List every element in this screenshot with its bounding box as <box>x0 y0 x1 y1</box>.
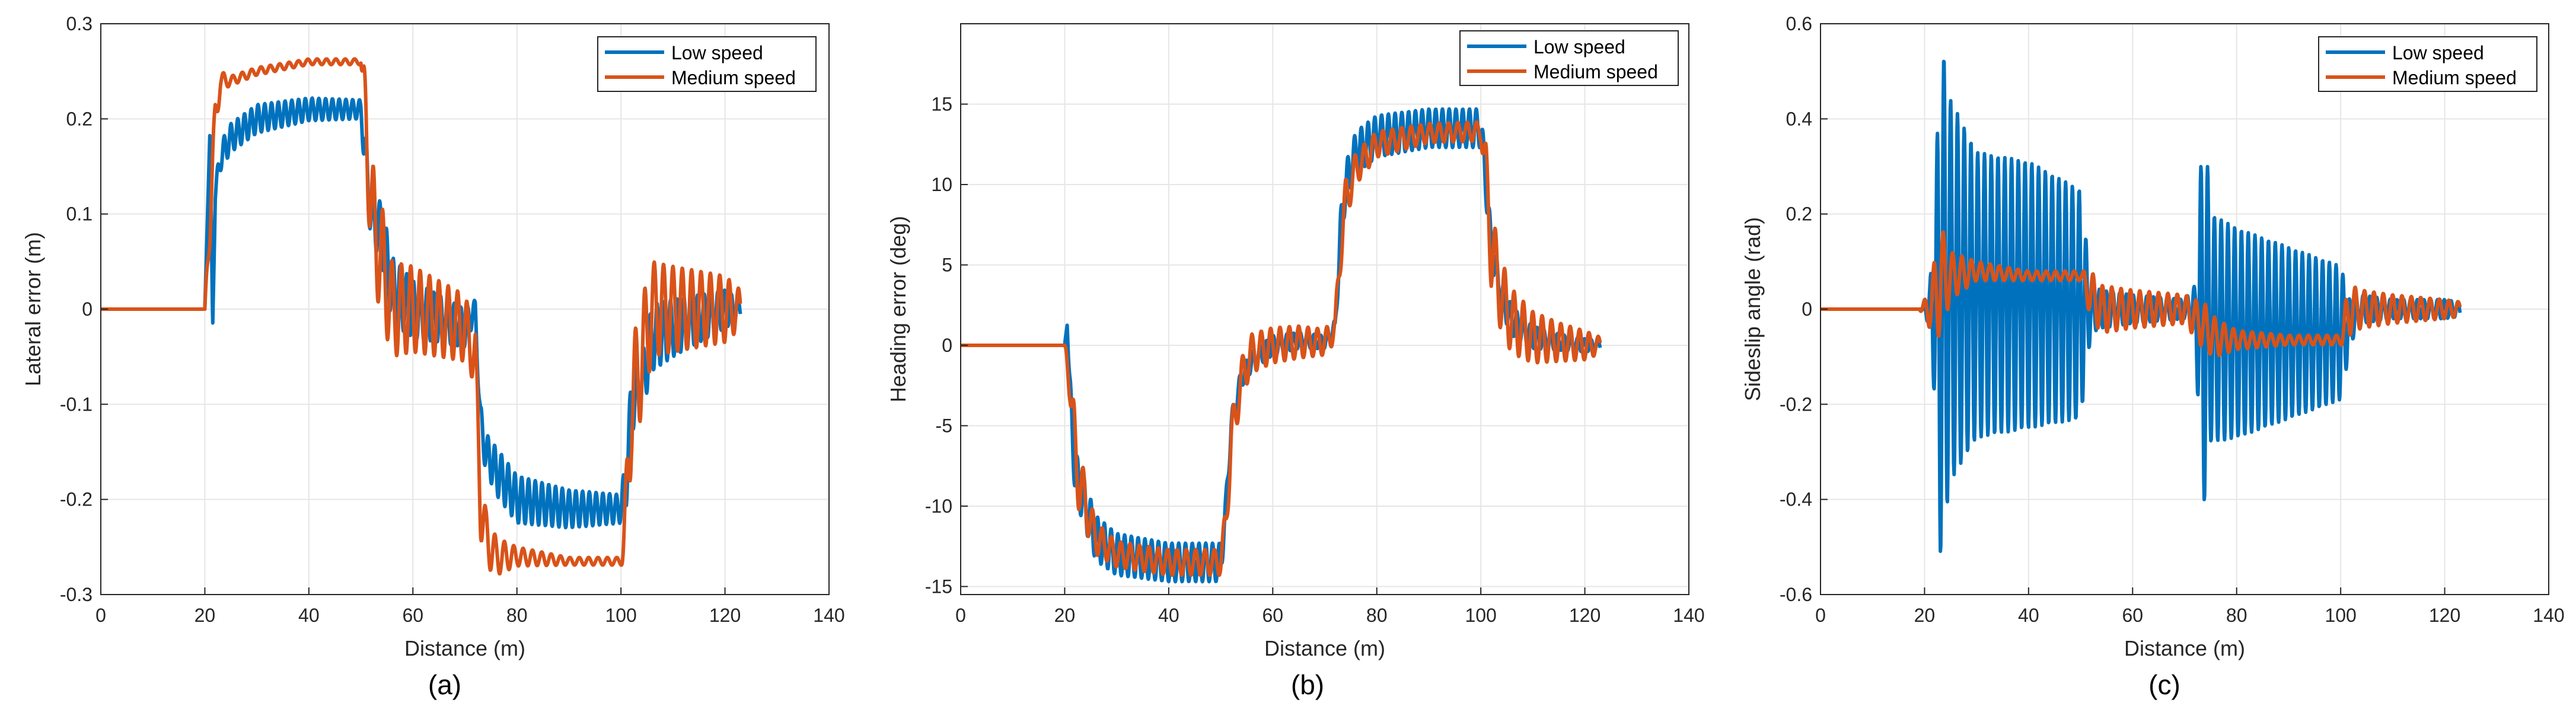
legend-label-low-a: Low speed <box>671 42 763 63</box>
x-tick-label: 60 <box>1262 605 1283 626</box>
y-tick-label: 0.4 <box>1786 108 1812 129</box>
y-tick-label: 15 <box>931 93 952 115</box>
series-b <box>961 107 1602 584</box>
y-tick-label: 0 <box>82 298 93 320</box>
x-tick-label: 60 <box>2122 605 2143 626</box>
plot-frame-b <box>960 23 1689 595</box>
y-tick-label: -0.2 <box>60 489 93 510</box>
caption-a: (a) <box>428 669 461 700</box>
x-tick-label: 80 <box>506 605 528 626</box>
y-axis-label-a: Lateral error (m) <box>21 232 45 386</box>
x-tick-label: 80 <box>1366 605 1388 626</box>
x-tick-label: 0 <box>95 605 106 626</box>
y-tick-label: -10 <box>925 495 952 517</box>
y-axis-label-c: Sideslip angle (rad) <box>1740 217 1765 401</box>
x-tick-label: 140 <box>2533 605 2564 626</box>
legend-c: Low speed Medium speed <box>2318 36 2537 92</box>
legend-b: Low speed Medium speed <box>1459 30 1679 86</box>
y-axis-label-b: Heading error (deg) <box>886 216 910 402</box>
series-line-medium-a <box>101 57 742 576</box>
x-tick-label: 120 <box>2429 605 2460 626</box>
y-tick-label: 0 <box>942 335 952 356</box>
series-line-medium-c <box>1821 230 2462 357</box>
x-tick-label: 20 <box>1054 605 1076 626</box>
x-tick-label: 40 <box>2018 605 2039 626</box>
x-tick-label: 40 <box>1158 605 1179 626</box>
legend-box-c <box>2318 36 2537 92</box>
series-line-medium-b <box>961 120 1602 577</box>
y-tick-label: -15 <box>925 576 952 597</box>
legend-box-a <box>597 36 817 92</box>
y-tick-label: -5 <box>936 415 952 436</box>
x-tick-label: 140 <box>813 605 844 626</box>
legend-a: Low speed Medium speed <box>597 36 817 92</box>
x-tick-label: 100 <box>2325 605 2356 626</box>
series-c <box>1821 59 2462 553</box>
y-tick-label: 0.2 <box>66 108 93 129</box>
y-tick-label: 0.1 <box>66 204 93 225</box>
legend-label-medium-a: Medium speed <box>671 67 796 88</box>
x-tick-label: 0 <box>955 605 966 626</box>
ticks-b: 0 20 40 60 80 100 120 140 -15 -10 -5 0 5 10 15 <box>925 93 1705 626</box>
y-tick-label: -0.6 <box>1780 584 1812 605</box>
x-tick-label: 120 <box>1569 605 1601 626</box>
x-axis-label-b: Distance (m) <box>1264 636 1385 660</box>
y-tick-label: 0.3 <box>66 13 93 34</box>
x-tick-label: 60 <box>402 605 423 626</box>
x-tick-label: 120 <box>709 605 741 626</box>
grid-b <box>960 24 1689 595</box>
x-tick-label: 100 <box>1465 605 1496 626</box>
x-axis-label-a: Distance (m) <box>404 636 525 660</box>
x-tick-label: 140 <box>1673 605 1704 626</box>
legend-label-low-c: Low speed <box>2392 42 2484 63</box>
y-tick-label: 0 <box>1802 298 1812 320</box>
caption-c: (c) <box>2148 669 2180 700</box>
x-tick-label: 40 <box>298 605 320 626</box>
ticks-a: 0 20 40 60 80 100 120 140 -0.3 -0.2 -0.1 0 0.1 0.2 0.3 <box>60 13 845 626</box>
x-tick-label: 20 <box>195 605 216 626</box>
chart-panel-a: 0 20 40 60 80 100 120 140 -0.3 -0.2 -0.1 0 0.1 0.2 0.3… <box>21 13 845 700</box>
y-tick-label: 10 <box>931 174 952 195</box>
y-tick-label: 5 <box>942 254 952 275</box>
y-tick-label: -0.2 <box>1780 393 1812 415</box>
chart-panel-b: 0 20 40 60 80 100 120 140 -15 -10 -5 0 5 10 15 Distanc… <box>886 23 1705 700</box>
caption-b: (b) <box>1291 669 1324 700</box>
x-tick-label: 20 <box>1914 605 1936 626</box>
x-tick-label: 0 <box>1815 605 1826 626</box>
x-tick-label: 80 <box>2226 605 2247 626</box>
y-tick-label: -0.3 <box>60 584 93 605</box>
y-tick-label: -0.4 <box>1780 489 1812 510</box>
plot-area-b <box>961 24 1689 595</box>
legend-label-medium-b: Medium speed <box>1534 61 1658 82</box>
y-tick-label: 0.2 <box>1786 204 1812 225</box>
series-a <box>101 57 742 576</box>
legend-label-medium-c: Medium speed <box>2392 67 2517 88</box>
x-tick-label: 100 <box>605 605 636 626</box>
y-tick-label: 0.6 <box>1786 13 1812 34</box>
y-tick-label: -0.1 <box>60 393 93 415</box>
legend-label-low-b: Low speed <box>1534 36 1625 58</box>
legend-box-b <box>1459 30 1679 86</box>
chart-panel-c: 0 20 40 60 80 100 120 140 -0.6 -0.4 -0.2 0 0.2 0.4 0.6… <box>1740 13 2565 700</box>
ticks-c: 0 20 40 60 80 100 120 140 -0.6 -0.4 -0.2 0 0.2 0.4 0.6 <box>1780 13 2565 626</box>
x-axis-label-c: Distance (m) <box>2124 636 2245 660</box>
